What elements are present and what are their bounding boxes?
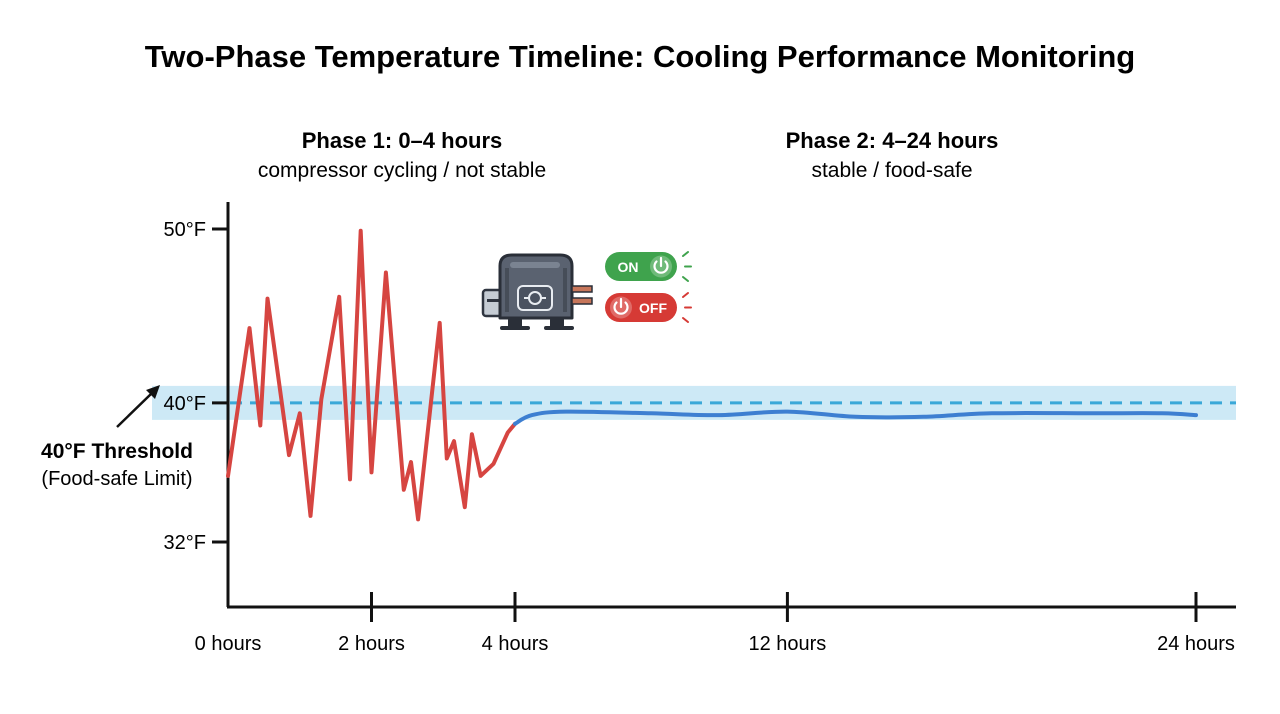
threshold-annotation: 40°F Threshold (Food-safe Limit) bbox=[41, 385, 193, 490]
x-tick-label: 12 hours bbox=[748, 633, 826, 655]
x-tick-label: 0 hours bbox=[195, 633, 262, 655]
phase-2-title: Phase 2: 4–24 hours bbox=[786, 128, 999, 153]
y-axis-ticks: 32°F 40°F 50°F bbox=[164, 219, 228, 554]
x-tick-label: 4 hours bbox=[482, 633, 549, 655]
compressor-icon bbox=[481, 253, 593, 330]
x-tick-label: 24 hours bbox=[1157, 633, 1235, 655]
on-glow-rays bbox=[682, 251, 692, 282]
off-glow-rays bbox=[682, 292, 692, 323]
power-off-icon bbox=[613, 297, 629, 315]
on-label: ON bbox=[618, 259, 639, 275]
y-tick-label: 40°F bbox=[164, 393, 206, 415]
x-tick-label: 2 hours bbox=[338, 633, 405, 655]
y-tick-label: 50°F bbox=[164, 219, 206, 241]
x-axis-ticks: 0 hours 2 hours 4 hours 12 hours 24 hours bbox=[195, 592, 1235, 655]
phase-2-header: Phase 2: 4–24 hours stable / food-safe bbox=[786, 128, 999, 182]
threshold-subtitle: (Food-safe Limit) bbox=[41, 468, 192, 490]
phase-1-title: Phase 1: 0–4 hours bbox=[302, 128, 503, 153]
phase-1-subtitle: compressor cycling / not stable bbox=[258, 159, 546, 182]
threshold-arrow bbox=[116, 392, 153, 428]
compressor-off-indicator: OFF bbox=[605, 292, 692, 323]
threshold-arrow-head bbox=[146, 385, 160, 399]
y-tick-label: 32°F bbox=[164, 532, 206, 554]
phase-2-temperature-line bbox=[513, 409, 1198, 426]
phase-1-temperature-line bbox=[226, 228, 517, 522]
threshold-title: 40°F Threshold bbox=[41, 440, 193, 463]
phase-1-header: Phase 1: 0–4 hours compressor cycling / … bbox=[258, 128, 546, 182]
compressor-on-indicator: ON bbox=[605, 251, 692, 282]
phase-2-subtitle: stable / food-safe bbox=[811, 159, 972, 182]
off-label: OFF bbox=[639, 300, 667, 316]
chart-title: Two-Phase Temperature Timeline: Cooling … bbox=[145, 39, 1135, 74]
power-on-icon bbox=[653, 256, 669, 274]
